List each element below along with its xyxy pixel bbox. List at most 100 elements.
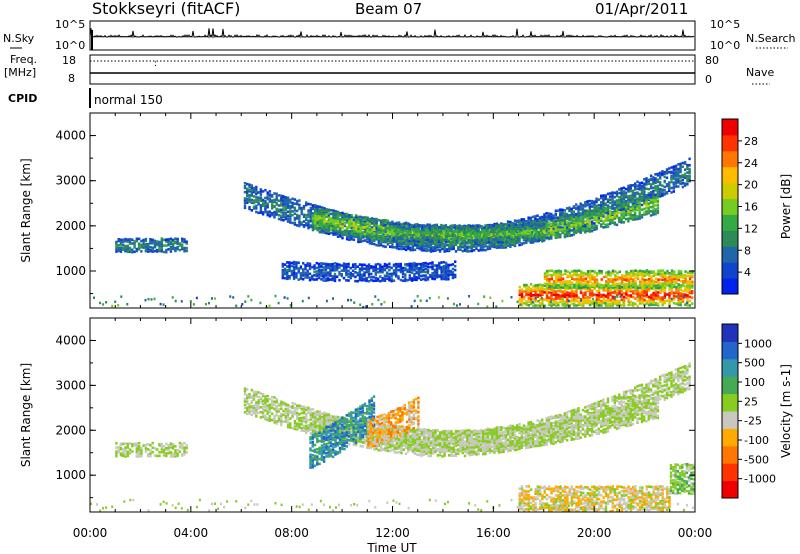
data-cell-0 <box>266 205 269 209</box>
data-cell-6 <box>550 273 553 277</box>
data-cell-0 <box>461 245 464 249</box>
data-cell-2 <box>535 234 538 238</box>
data-cell-4 <box>313 270 316 274</box>
data-cell-1 <box>527 239 530 243</box>
data-cell-1 <box>595 224 598 228</box>
data-cell-1 <box>640 216 644 219</box>
data-cell-2 <box>542 235 545 238</box>
data-cell-0 <box>572 210 576 213</box>
data-cell-1 <box>461 234 464 238</box>
data-cell-2 <box>490 226 493 229</box>
data-cell-0 <box>677 167 680 171</box>
data-cell-2 <box>499 232 502 236</box>
data-cell-1 <box>561 228 564 231</box>
data-cell-4 <box>415 278 418 282</box>
data-cell-3 <box>160 237 163 240</box>
data-cell-4 <box>422 263 425 267</box>
data-cell-5 <box>523 295 526 299</box>
data-cell-1 <box>570 213 573 217</box>
data-cell-1 <box>622 205 626 208</box>
data-cell-4 <box>383 279 387 282</box>
data-cell-5 <box>595 290 599 293</box>
data-cell-1 <box>652 209 655 212</box>
data-cell-4 <box>297 269 300 272</box>
data-cell-1 <box>590 211 594 214</box>
data-cell-1 <box>352 222 356 225</box>
data-cell-0 <box>293 212 297 215</box>
data-cell-4 <box>451 276 455 280</box>
data-cell-1 <box>364 223 367 226</box>
data-cell-1 <box>522 241 526 245</box>
data-cell-4 <box>374 268 377 272</box>
data-cell-0 <box>336 235 340 238</box>
data-cell-4 <box>358 271 362 274</box>
data-cell-2 <box>478 226 482 229</box>
data-cell-1 <box>593 208 596 212</box>
data-cell-1 <box>602 222 605 225</box>
data-cell-1 <box>357 219 360 222</box>
data-cell-1 <box>645 210 648 213</box>
data-cell-4 <box>426 268 430 271</box>
data-cell-1 <box>459 235 462 239</box>
data-cell-1 <box>345 232 349 235</box>
data-cell-0 <box>296 224 299 227</box>
data-cell-0 <box>638 196 641 199</box>
data-cell-4 <box>395 262 398 266</box>
data-cell-0 <box>275 198 278 202</box>
data-cell-5 <box>557 301 560 305</box>
data-cell-1 <box>407 240 410 244</box>
data-cell-4 <box>370 278 373 282</box>
data-cell-2 <box>501 229 504 233</box>
data-cell-5 <box>588 291 592 294</box>
data-cell-5 <box>597 294 601 297</box>
data-cell-0 <box>640 192 644 196</box>
data-cell-4 <box>354 275 357 279</box>
data-cell-0 <box>277 204 281 207</box>
data-cell-4 <box>322 274 325 278</box>
data-cell-2 <box>446 228 450 231</box>
data-cell-5 <box>604 304 608 307</box>
data-cell-2 <box>422 238 425 241</box>
data-cell-2 <box>499 223 502 227</box>
data-cell-2 <box>419 224 423 227</box>
data-cell-0 <box>500 222 503 225</box>
data-cell-4 <box>397 265 400 268</box>
data-cell-6 <box>546 284 549 287</box>
data-cell-0 <box>302 224 306 227</box>
data-cell-1 <box>384 240 387 243</box>
data-cell-5 <box>645 291 648 294</box>
data-cell-5 <box>643 294 646 298</box>
data-cell-0 <box>386 227 390 230</box>
data-cell-1 <box>364 218 367 221</box>
data-cell-6 <box>575 286 578 290</box>
data-cell-4 <box>399 266 402 270</box>
data-cell-1 <box>443 228 446 232</box>
data-cell-5 <box>618 301 621 305</box>
count-strip-frame <box>89 20 696 51</box>
data-cell-6 <box>559 282 562 285</box>
data-cell-1 <box>597 207 601 211</box>
data-cell-5 <box>529 291 533 295</box>
data-cell-4 <box>379 263 382 267</box>
data-cell-4 <box>444 269 448 273</box>
data-cell-2 <box>394 222 398 226</box>
data-cell-2 <box>496 232 500 236</box>
data-cell-1 <box>572 223 576 227</box>
data-cell-2 <box>487 240 491 244</box>
data-cell-4 <box>390 272 393 276</box>
data-cell-5 <box>688 286 692 289</box>
data-cell-0 <box>545 236 548 240</box>
data-cell-0 <box>606 211 610 214</box>
data-cell-1 <box>541 231 544 235</box>
data-cell-1 <box>609 220 612 223</box>
data-cell-5 <box>607 290 610 293</box>
data-cell-5 <box>654 303 658 306</box>
data-cell-2 <box>431 231 434 235</box>
data-cell-4 <box>433 275 436 278</box>
data-cell-2 <box>505 236 509 240</box>
data-cell-0 <box>663 189 666 192</box>
data-cell-1 <box>398 239 401 243</box>
data-cell-3 <box>142 242 145 245</box>
data-cell-0 <box>672 165 675 168</box>
data-cell-0 <box>255 185 258 189</box>
